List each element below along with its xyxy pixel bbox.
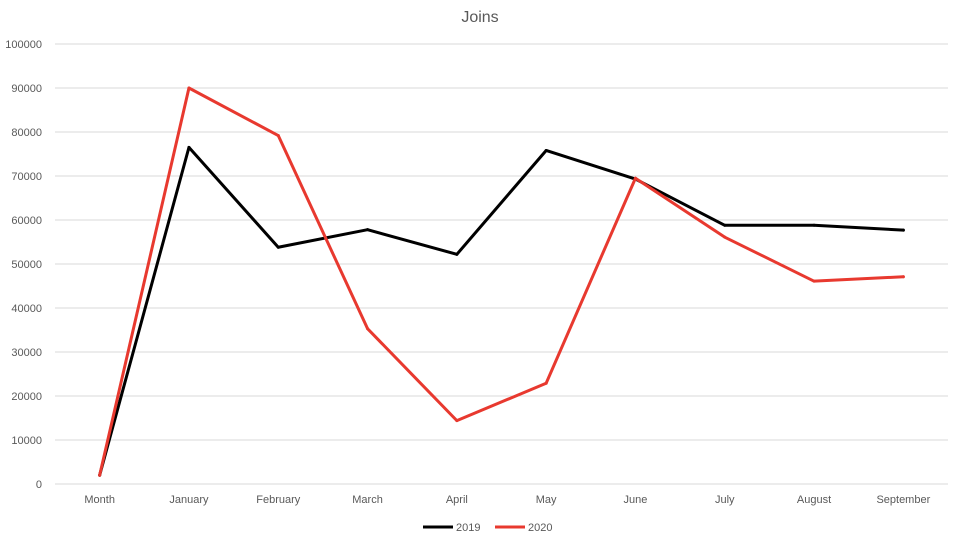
data-point [276,134,280,138]
data-point [187,86,191,90]
data-point [187,145,191,149]
series-2019 [98,145,905,477]
x-tick-label: March [352,494,383,506]
y-tick-label: 70000 [11,171,42,183]
x-tick-label: May [536,494,557,506]
x-tick-label: Month [84,494,115,506]
x-tick-label: September [876,494,930,506]
data-point [901,228,905,232]
y-tick-label: 20000 [11,391,42,403]
y-axis-ticks: 0 10000 20000 30000 40000 50000 60000 70000 8000… [5,39,42,491]
y-tick-label: 60000 [11,215,42,227]
x-tick-label: August [797,494,831,506]
x-tick-label: June [624,494,648,506]
data-point [812,279,816,283]
y-tick-label: 90000 [11,83,42,95]
legend-label-2020: 2020 [528,522,552,534]
y-tick-label: 0 [36,479,42,491]
data-point [276,245,280,249]
series-lines [98,86,905,477]
series-2020 [98,86,905,477]
y-tick-label: 50000 [11,259,42,271]
x-tick-label: January [169,494,209,506]
y-tick-label: 10000 [11,435,42,447]
series-line-2019 [98,145,905,477]
x-axis-ticks: Month January February March April May June Jul… [84,494,930,506]
data-point [455,419,459,423]
x-tick-label: February [256,494,301,506]
data-point [812,223,816,227]
data-point [723,235,727,239]
legend: 2019 2020 [423,522,552,534]
series-line-2020 [98,86,905,477]
y-tick-label: 80000 [11,127,42,139]
gridlines [55,43,948,485]
chart-title: Joins [461,9,498,26]
data-point [544,148,548,152]
data-point [98,473,102,477]
data-point [544,381,548,385]
legend-label-2019: 2019 [456,522,480,534]
x-tick-label: July [715,494,735,506]
data-point [633,176,637,180]
y-tick-label: 30000 [11,347,42,359]
data-point [366,228,370,232]
data-point [901,275,905,279]
x-tick-label: April [446,494,468,506]
y-tick-label: 100000 [5,39,42,51]
data-point [723,223,727,227]
data-point [455,252,459,256]
y-tick-label: 40000 [11,303,42,315]
data-point [366,327,370,331]
